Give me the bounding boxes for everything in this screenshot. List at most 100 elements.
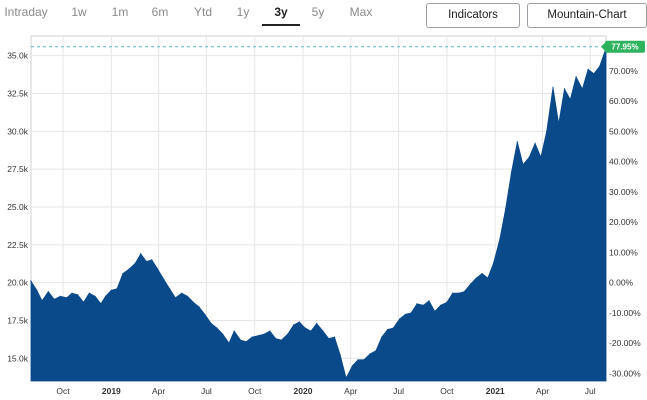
y-tick-label: 17.5k <box>7 315 29 325</box>
data-point <box>322 330 324 332</box>
data-point <box>257 335 259 337</box>
data-point <box>71 292 73 294</box>
data-point <box>204 313 206 315</box>
data-point <box>581 88 584 90</box>
chart-type-button[interactable]: Mountain-Chart <box>527 3 647 28</box>
data-point <box>110 289 112 291</box>
data-point <box>94 295 96 297</box>
x-tick-label: Jul <box>201 386 212 396</box>
data-point <box>540 156 542 158</box>
data-point <box>263 333 265 335</box>
data-point <box>493 262 495 264</box>
data-point <box>275 338 277 340</box>
data-point <box>510 171 513 173</box>
x-tick-label: 2019 <box>102 386 121 396</box>
x-tick-label: Oct <box>440 386 454 396</box>
data-point <box>59 295 62 297</box>
data-point <box>316 322 318 325</box>
pct-tick-label: -30.00% <box>609 368 641 378</box>
data-point <box>546 130 548 132</box>
data-point <box>77 294 79 296</box>
data-point <box>145 260 148 263</box>
data-point <box>392 327 394 329</box>
range-tab-ytd[interactable]: Ytd <box>193 5 212 19</box>
data-point <box>251 336 253 338</box>
data-point <box>128 268 130 270</box>
data-point <box>569 99 571 101</box>
pct-tick-label: 10.00% <box>609 247 638 257</box>
data-point <box>140 253 142 255</box>
data-point <box>404 313 406 315</box>
data-point <box>328 338 330 340</box>
last-value-label: 77.95% <box>611 43 638 52</box>
data-point <box>422 304 424 306</box>
range-tab-5y[interactable]: 5y <box>311 5 325 19</box>
data-point <box>41 300 43 302</box>
data-point <box>233 330 235 332</box>
y-tick-label: 20.0k <box>7 278 29 288</box>
data-point <box>134 262 137 264</box>
data-point <box>157 268 159 270</box>
x-tick-label: Apr <box>152 386 165 396</box>
x-tick-label: Apr <box>536 386 549 396</box>
data-point <box>381 336 383 338</box>
pct-tick-label: 30.00% <box>609 187 638 197</box>
data-point <box>269 330 271 332</box>
range-tab-6m[interactable]: 6m <box>151 5 169 19</box>
data-point <box>333 336 336 338</box>
data-point <box>192 301 194 303</box>
data-point <box>351 365 353 367</box>
data-point <box>528 156 530 158</box>
data-point <box>122 273 124 275</box>
range-tab-1w[interactable]: 1w <box>71 5 87 19</box>
data-point <box>587 68 589 70</box>
data-point <box>339 354 341 356</box>
y-tick-label: 27.5k <box>7 164 29 174</box>
data-point <box>375 350 377 352</box>
last-value-badge <box>605 40 645 53</box>
range-tab-3y[interactable]: 3y <box>262 2 300 26</box>
y-tick-label: 35.0k <box>7 51 29 61</box>
range-tab-1m[interactable]: 1m <box>111 5 129 19</box>
x-tick-label: Oct <box>56 386 70 396</box>
x-tick-label: 2020 <box>294 386 313 396</box>
data-point <box>151 259 153 261</box>
pct-tick-label: -10.00% <box>609 308 641 318</box>
data-point <box>216 327 218 329</box>
data-point <box>440 304 442 306</box>
range-tab-1y[interactable]: 1y <box>236 5 250 19</box>
data-point <box>457 292 459 294</box>
data-point <box>36 289 38 291</box>
data-point <box>522 164 524 166</box>
data-point <box>428 300 430 302</box>
data-point <box>369 353 371 355</box>
data-point <box>410 312 412 314</box>
data-point <box>239 339 242 341</box>
data-point <box>298 321 300 323</box>
pct-tick-label: -20.00% <box>609 338 641 348</box>
data-point <box>481 273 483 275</box>
data-point <box>499 238 501 240</box>
data-point <box>416 303 418 305</box>
data-point <box>505 207 507 210</box>
data-point <box>534 142 536 144</box>
pct-tick-label: 40.00% <box>609 157 638 167</box>
data-point <box>210 322 212 325</box>
indicators-button[interactable]: Indicators <box>426 3 520 28</box>
data-point <box>399 318 401 320</box>
data-point <box>293 324 295 326</box>
range-tab-intraday[interactable]: Intraday <box>4 5 48 19</box>
data-point <box>198 306 200 308</box>
data-point <box>66 297 68 299</box>
data-point <box>516 141 518 143</box>
data-point <box>47 291 49 293</box>
data-point <box>575 76 577 78</box>
y-tick-label: 25.0k <box>7 202 29 212</box>
data-point <box>100 303 102 305</box>
data-point <box>345 377 347 379</box>
x-tick-label: 2021 <box>486 386 505 396</box>
data-point <box>287 333 289 335</box>
data-point <box>88 292 90 294</box>
range-tab-max[interactable]: Max <box>349 5 373 19</box>
